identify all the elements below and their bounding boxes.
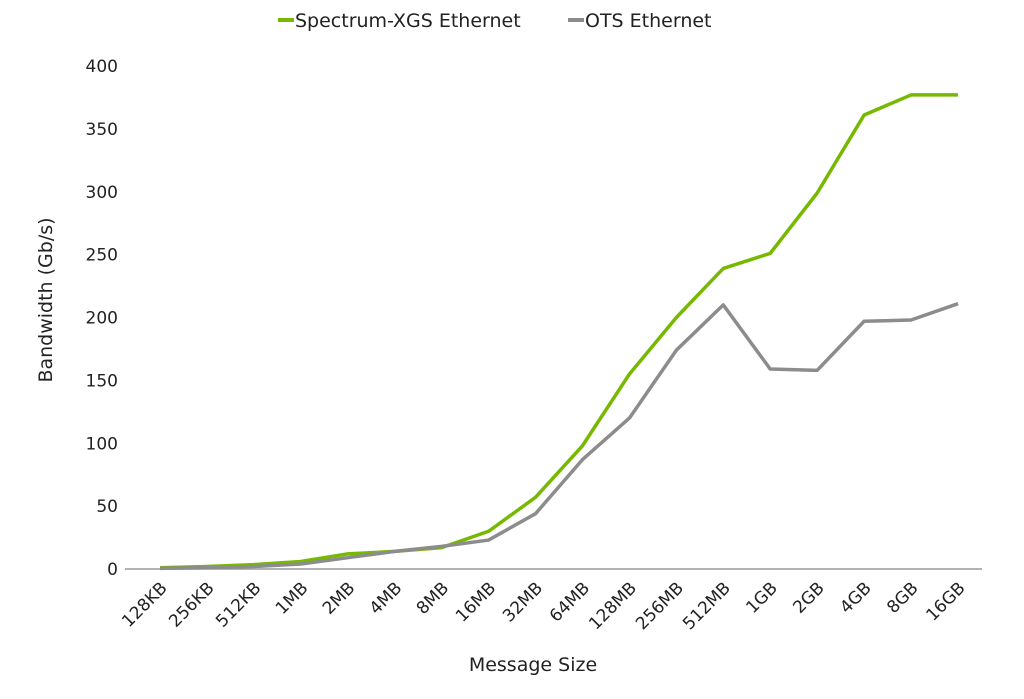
x-tick-label: 8MB xyxy=(413,578,453,618)
y-tick-label: 300 xyxy=(86,183,118,203)
y-axis: 0 50 100 150 200 250 300 350 400 xyxy=(86,57,118,580)
x-tick-label: 32MB xyxy=(499,578,547,626)
legend: Spectrum-XGS Ethernet OTS Ethernet xyxy=(278,10,712,32)
y-axis-label: Bandwidth (Gb/s) xyxy=(35,217,57,382)
x-tick-label: 1GB xyxy=(742,578,781,617)
x-tick-label: 128KB xyxy=(118,578,171,631)
y-tick-label: 150 xyxy=(86,371,118,391)
x-tick-label: 256MB xyxy=(632,578,688,634)
x-tick-label: 8GB xyxy=(883,578,922,617)
y-tick-label: 400 xyxy=(86,57,118,77)
x-tick-label: 512MB xyxy=(679,578,735,634)
x-tick-label: 1MB xyxy=(272,578,312,618)
x-tick-label: 4MB xyxy=(366,578,406,618)
x-tick-label: 16GB xyxy=(923,578,970,625)
series-line-1 xyxy=(159,302,959,571)
y-tick-label: 250 xyxy=(86,246,118,266)
x-tick-label: 256KB xyxy=(165,578,218,631)
y-tick-label: 200 xyxy=(86,309,118,329)
y-tick-label: 100 xyxy=(86,434,118,454)
legend-label: OTS Ethernet xyxy=(585,10,712,32)
y-tick-label: 50 xyxy=(96,497,118,517)
series-line-0 xyxy=(159,93,958,570)
y-tick-label: 0 xyxy=(107,560,118,580)
legend-label: Spectrum-XGS Ethernet xyxy=(295,10,521,32)
x-tick-label: 2GB xyxy=(789,578,828,617)
series-group xyxy=(159,93,959,571)
x-tick-label: 4GB xyxy=(836,578,875,617)
x-tick-label: 16MB xyxy=(452,578,500,626)
x-tick-label: 2MB xyxy=(319,578,359,618)
x-axis-label: Message Size xyxy=(469,654,597,676)
x-tick-label: 128MB xyxy=(585,578,641,634)
y-tick-label: 350 xyxy=(86,120,118,140)
x-tick-label: 512KB xyxy=(212,578,265,631)
